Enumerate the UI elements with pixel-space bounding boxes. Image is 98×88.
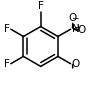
Text: −: − <box>71 13 79 22</box>
Text: F: F <box>4 24 10 34</box>
Text: O: O <box>77 25 85 35</box>
Text: F: F <box>38 1 44 11</box>
Text: N: N <box>72 24 79 34</box>
Text: O: O <box>72 59 80 69</box>
Text: F: F <box>4 59 10 69</box>
Text: O: O <box>68 13 77 23</box>
Text: +: + <box>74 23 80 32</box>
